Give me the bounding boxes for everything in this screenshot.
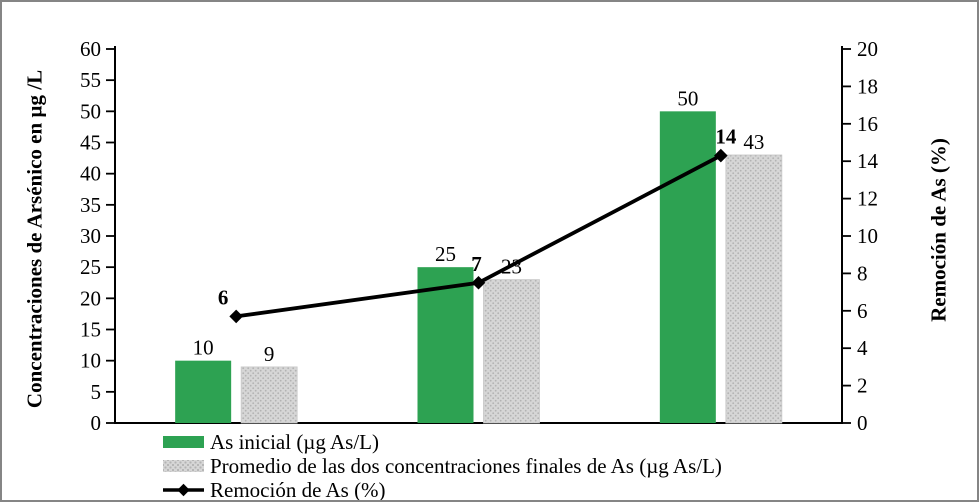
- bar-series-as-inicial: 10 25 50: [175, 86, 716, 423]
- right-tick-label: 10: [857, 224, 878, 248]
- legend-label-promedio-finales: Promedio de las dos concentraciones fina…: [210, 453, 722, 478]
- right-tick-label: 12: [857, 187, 878, 211]
- remocion-line: [235, 153, 722, 319]
- line-series-remocion: 6 7 14: [218, 125, 737, 324]
- right-tick-label: 14: [857, 149, 879, 173]
- right-tick-label: 6: [857, 299, 868, 323]
- bar-promedio-finales-3: [725, 154, 783, 424]
- right-axis-title: Remoción de As (%): [926, 138, 951, 322]
- right-tick-label: 18: [857, 74, 878, 98]
- legend-item-as-inicial: As inicial (µg As/L): [163, 430, 722, 454]
- line-diamond-icon: [163, 483, 204, 497]
- left-tick-label: 0: [91, 411, 102, 435]
- left-tick-label: 40: [80, 162, 101, 186]
- legend-swatch-remocion-line-diamond-icon: [163, 482, 204, 498]
- right-tick-label: 0: [857, 411, 868, 435]
- legend-item-remocion: Remoción de As (%): [163, 477, 722, 502]
- legend-label-remocion: Remoción de As (%): [210, 477, 386, 502]
- bar-as-inicial-2: [417, 267, 474, 423]
- left-tick-label: 25: [80, 255, 101, 279]
- diamond-marker-1: [229, 309, 243, 324]
- right-tick-label: 4: [857, 336, 868, 360]
- left-tick-label: 50: [80, 99, 101, 123]
- left-tick-label: 55: [80, 68, 101, 92]
- right-tick-label: 2: [857, 374, 868, 398]
- left-axis-ticks: 0 5 10 15 20 25 30 35 40 45 50 55 60: [80, 37, 115, 435]
- bar-promedio-finales-2: [483, 279, 540, 424]
- left-tick-label: 30: [80, 224, 101, 248]
- bar-as-inicial-3: [659, 111, 716, 423]
- right-axis-ticks: 0 2 4 6 8 10 12 14 16 18 20: [842, 37, 879, 435]
- line-label-3: 14: [715, 125, 737, 149]
- diamond-marker-3: [714, 148, 728, 163]
- left-tick-label: 20: [80, 286, 101, 310]
- bar-label-as-inicial-3: 50: [677, 86, 698, 110]
- bar-label-as-inicial-2: 25: [435, 242, 456, 266]
- left-tick-label: 35: [80, 193, 101, 217]
- left-tick-label: 45: [80, 131, 101, 155]
- legend: As inicial (µg As/L) Promedio de las dos…: [163, 430, 722, 502]
- legend-label-as-inicial: As inicial (µg As/L): [210, 429, 379, 454]
- right-tick-label: 8: [857, 261, 868, 285]
- bar-as-inicial-1: [175, 360, 232, 423]
- bar-promedio-finales-1: [240, 366, 298, 424]
- left-tick-label: 15: [80, 318, 101, 342]
- legend-swatch-as-inicial: [163, 436, 204, 448]
- line-label-1: 6: [218, 285, 229, 309]
- diamond-marker-2: [471, 275, 486, 290]
- legend-item-promedio-finales: Promedio de las dos concentraciones fina…: [163, 454, 722, 478]
- legend-swatch-promedio-finales: [163, 460, 204, 472]
- right-tick-label: 20: [857, 37, 878, 61]
- bar-label-promedio-finales-3: 43: [743, 130, 764, 154]
- right-tick-label: 16: [857, 112, 878, 136]
- left-tick-label: 60: [80, 37, 101, 61]
- left-axis-title: Concentraciones de Arsénico en µg /L: [22, 69, 47, 409]
- left-tick-label: 5: [91, 380, 102, 404]
- left-tick-label: 10: [80, 349, 101, 373]
- bar-label-promedio-finales-1: 9: [264, 342, 275, 366]
- bar-label-as-inicial-1: 10: [193, 336, 214, 360]
- line-label-2: 7: [471, 252, 482, 276]
